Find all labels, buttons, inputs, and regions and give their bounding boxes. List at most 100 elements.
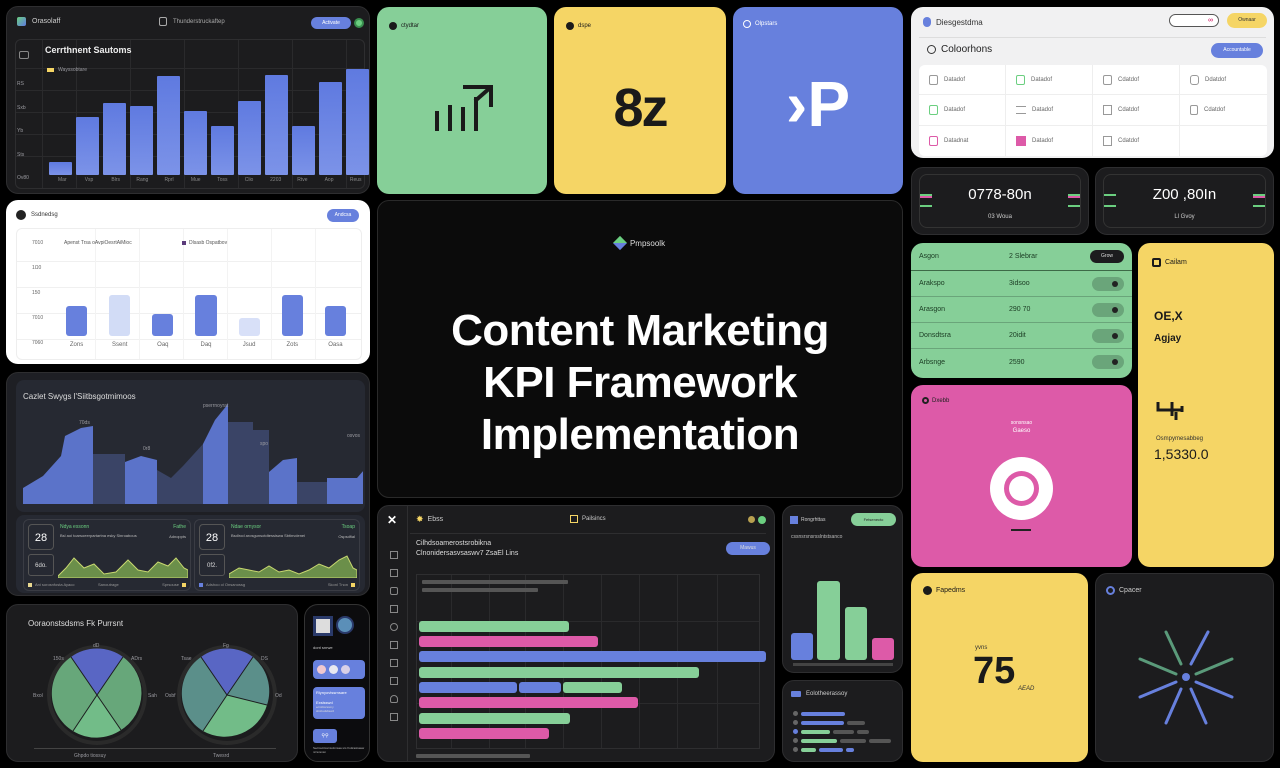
target-card[interactable]: Dxebb sonsnsao Gaeso	[911, 385, 1132, 567]
home-icon[interactable]	[390, 551, 398, 559]
bag-icon	[929, 74, 938, 85]
bar[interactable]	[109, 295, 131, 336]
bar[interactable]	[157, 76, 180, 175]
collection-item[interactable]: Cdatdof	[1093, 95, 1180, 126]
hbar[interactable]	[419, 621, 569, 632]
calendar-icon[interactable]	[390, 659, 398, 667]
list-item[interactable]	[793, 729, 891, 734]
summary-card[interactable]: Cailam OE,X Agjay Osmpymesabbeg 1,5330.0	[1138, 243, 1274, 567]
brand-p-card[interactable]: Olpstars ›P	[733, 7, 903, 194]
document-icon[interactable]	[390, 587, 398, 595]
user-avatar[interactable]	[748, 516, 755, 523]
bar[interactable]	[238, 100, 261, 175]
bar[interactable]	[346, 69, 369, 175]
pie-chart-2[interactable]	[177, 645, 277, 745]
bar[interactable]	[49, 162, 72, 175]
layout-icon[interactable]	[390, 569, 398, 577]
status-avatar[interactable]	[758, 516, 766, 524]
image-icon[interactable]	[390, 605, 398, 613]
hbar[interactable]	[419, 682, 517, 693]
bar[interactable]	[238, 318, 260, 336]
growth-card[interactable]: ctydtar	[377, 7, 547, 194]
toggle-switch[interactable]	[1092, 355, 1124, 369]
hbar[interactable]	[419, 651, 766, 662]
section-title: Coloorhons	[941, 44, 993, 55]
circle-icon[interactable]	[390, 623, 398, 631]
hbar[interactable]	[419, 697, 638, 708]
bar[interactable]	[130, 106, 153, 175]
collection-item[interactable]: Datadof	[1006, 65, 1093, 96]
chart-icon[interactable]	[390, 641, 398, 649]
collection-item[interactable]: Ddatdof	[1180, 65, 1267, 96]
hbar[interactable]	[563, 682, 622, 693]
list-item[interactable]	[793, 711, 891, 716]
hbar[interactable]	[419, 713, 570, 724]
collection-item[interactable]: Datadof	[919, 65, 1006, 96]
bar[interactable]	[265, 75, 288, 175]
bar[interactable]	[76, 116, 99, 175]
toggle-switch[interactable]	[1092, 276, 1124, 291]
bar[interactable]	[324, 305, 346, 336]
tab-pailsincs[interactable]: Pailsincs	[570, 515, 606, 523]
collection-item[interactable]: Datadof	[1006, 95, 1093, 126]
score-card[interactable]: dspe 8z	[554, 7, 726, 194]
activate-button[interactable]: Activate	[311, 17, 351, 29]
search-input[interactable]: ∞	[1169, 14, 1219, 27]
bar[interactable]	[791, 633, 813, 660]
bar[interactable]	[817, 581, 840, 660]
andcsa-button[interactable]: Andcsa	[327, 209, 359, 222]
avatar-row[interactable]	[313, 660, 365, 679]
radial-card[interactable]: Cpacer	[1095, 573, 1274, 762]
legend-swatch	[182, 241, 186, 245]
collection-item[interactable]: Cdatdof	[1093, 65, 1180, 96]
grid-icon[interactable]	[390, 677, 398, 685]
list-item[interactable]	[793, 738, 891, 743]
bar[interactable]	[184, 111, 207, 175]
user-icon[interactable]	[390, 695, 398, 703]
list-item[interactable]	[793, 720, 891, 725]
hbar[interactable]	[419, 636, 598, 647]
hbar[interactable]	[419, 728, 549, 739]
accountable-button[interactable]: Accountable	[1211, 43, 1263, 58]
bar[interactable]	[281, 295, 303, 336]
bar[interactable]	[292, 126, 315, 175]
grow-button[interactable]: Grow	[1090, 250, 1124, 263]
kpi-card[interactable]: 28 Ndae ornysor Tsoap Bsdlrod arosgunsot…	[194, 519, 360, 591]
empty-cell	[1180, 126, 1267, 156]
fetsenecto-button[interactable]: Fetsenecto	[851, 513, 896, 526]
collection-item[interactable]: Cdatdof	[1093, 125, 1180, 156]
bar[interactable]	[845, 607, 867, 660]
toggle-switch[interactable]	[1092, 302, 1124, 317]
close-icon[interactable]: ✕	[387, 513, 398, 527]
mawus-button[interactable]: Mawus	[726, 542, 770, 555]
bar[interactable]	[872, 638, 894, 660]
card-dot-icon	[389, 22, 397, 30]
toggle-switch[interactable]	[1092, 328, 1124, 343]
collection-item[interactable]: Datadof	[1006, 125, 1093, 156]
bar[interactable]	[195, 295, 217, 336]
bar[interactable]	[66, 306, 88, 336]
bar[interactable]	[103, 102, 126, 175]
collection-item[interactable]: Datadnat	[919, 125, 1006, 156]
readiness-card[interactable]: Fapedms yvns 75 AEAD	[911, 573, 1088, 762]
mobile-preview: dont snrwe Rlynyovtssrnsare Exslsswd ecr…	[304, 604, 370, 762]
action-chip[interactable]: ⚲⚲	[313, 729, 337, 743]
bar[interactable]	[211, 126, 234, 175]
bar[interactable]	[152, 314, 174, 336]
owner-button[interactable]: Ownaar	[1227, 13, 1267, 28]
tool-icon[interactable]	[390, 713, 398, 721]
bar-series	[56, 288, 356, 336]
search-icon[interactable]	[159, 17, 167, 26]
sidebar-icon[interactable]	[19, 51, 29, 59]
collection-item[interactable]: Cdatdof	[1180, 95, 1267, 126]
hbar[interactable]	[519, 682, 561, 693]
search-label[interactable]: Thunderstruckaftep	[173, 18, 225, 25]
collection-item[interactable]: Datadof	[919, 95, 1006, 126]
pie-chart-1[interactable]	[47, 645, 147, 745]
list-item[interactable]	[793, 747, 891, 752]
info-card[interactable]: Rlynyovtssrnsare Exslsswd ecrsbtsrssmy s…	[313, 687, 365, 719]
bar[interactable]	[319, 81, 342, 175]
kpi-card[interactable]: 28 Ndya essonn Fathe Bsl aoi toarsoeerpa…	[23, 519, 191, 591]
hbar[interactable]	[419, 667, 699, 678]
kpi-value: 28	[28, 524, 54, 550]
